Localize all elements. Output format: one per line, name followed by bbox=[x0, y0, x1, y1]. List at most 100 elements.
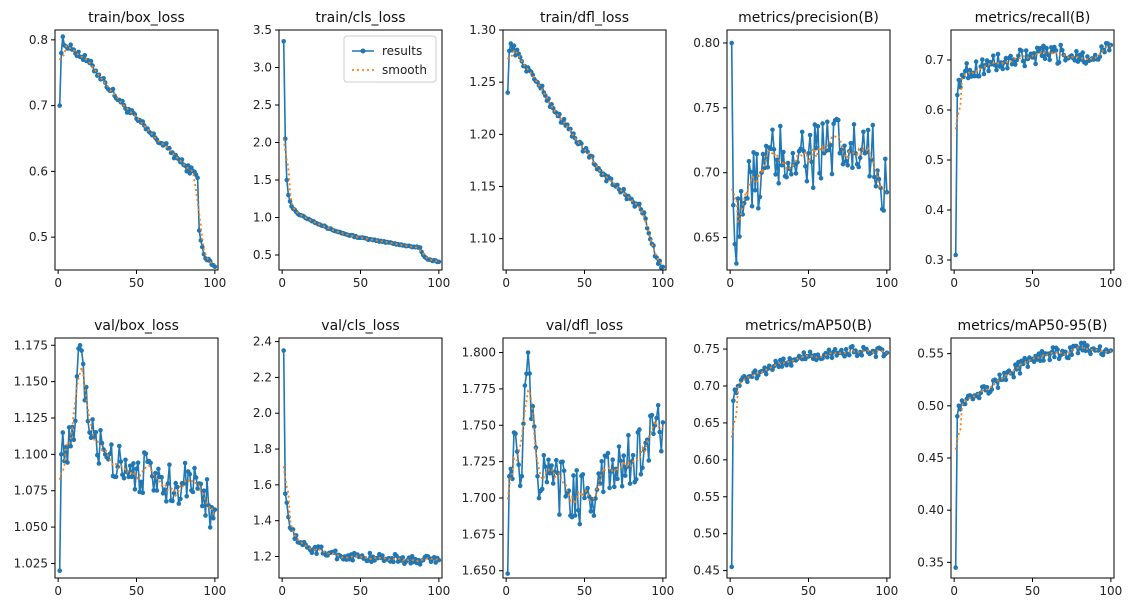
y-tick-label: 0.75 bbox=[693, 101, 720, 115]
y-tick-label: 1.4 bbox=[253, 514, 272, 528]
results-point bbox=[519, 473, 525, 479]
results-point bbox=[1052, 354, 1057, 360]
results-point bbox=[508, 41, 514, 46]
results-point bbox=[200, 503, 205, 509]
legend-results-marker bbox=[360, 48, 366, 54]
results-point bbox=[1044, 45, 1049, 51]
results-point bbox=[129, 474, 135, 480]
results-point bbox=[789, 363, 794, 368]
results-point bbox=[829, 171, 835, 177]
x-tick-label: 0 bbox=[278, 276, 286, 290]
results-point bbox=[65, 460, 70, 465]
results-point bbox=[209, 505, 214, 510]
smooth-line bbox=[282, 138, 439, 263]
y-tick-label: 0.7 bbox=[925, 53, 944, 67]
results-point bbox=[1023, 357, 1029, 363]
y-tick-label: 1.8 bbox=[253, 442, 272, 456]
results-point bbox=[109, 442, 114, 447]
y-tick-label: 0.5 bbox=[253, 248, 272, 262]
y-tick-label: 0.70 bbox=[693, 166, 720, 180]
y-tick-label: 0.5 bbox=[925, 153, 944, 167]
results-point bbox=[309, 550, 315, 556]
results-point bbox=[627, 481, 633, 486]
y-tick-label: 0.7 bbox=[29, 99, 48, 113]
results-point bbox=[207, 525, 213, 530]
results-point bbox=[1041, 358, 1046, 363]
subplot-title: metrics/mAP50-95(B) bbox=[958, 318, 1108, 334]
y-tick-label: 0.55 bbox=[917, 347, 944, 361]
results-point bbox=[535, 473, 540, 479]
results-point bbox=[876, 176, 882, 182]
results-point bbox=[187, 471, 193, 477]
results-point bbox=[93, 430, 99, 435]
y-tick-label: 0.40 bbox=[917, 503, 944, 517]
results-point bbox=[170, 498, 175, 504]
results-point bbox=[845, 163, 850, 168]
y-tick-label: 1.675 bbox=[462, 527, 496, 541]
results-point bbox=[807, 349, 813, 355]
y-tick-label: 0.5 bbox=[29, 230, 48, 244]
subplot-4: metrics/precision(B) 0 50 100 0.65 0.70 0.75 0.… bbox=[693, 10, 898, 290]
results-point bbox=[505, 90, 511, 95]
results-point bbox=[749, 204, 755, 209]
results-point bbox=[588, 509, 594, 514]
results-point bbox=[781, 149, 786, 155]
results-point bbox=[867, 173, 872, 179]
results-point bbox=[756, 206, 761, 211]
y-tick-label: 0.65 bbox=[693, 231, 720, 245]
results-point bbox=[162, 487, 167, 493]
results-point bbox=[615, 182, 620, 188]
y-tick-label: 1.050 bbox=[14, 520, 48, 534]
results-point bbox=[840, 161, 846, 167]
y-tick-label: 2.2 bbox=[253, 370, 272, 384]
results-point bbox=[1020, 361, 1026, 367]
subplot-title: metrics/recall(B) bbox=[975, 10, 1091, 26]
y-tick-label: 2.0 bbox=[253, 406, 272, 420]
results-point bbox=[649, 412, 655, 418]
results-point bbox=[790, 150, 796, 156]
results-point bbox=[134, 466, 139, 472]
results-point bbox=[550, 481, 556, 486]
results-point bbox=[1088, 351, 1093, 357]
results-point bbox=[832, 347, 838, 352]
results-point bbox=[391, 559, 396, 565]
results-point bbox=[731, 202, 736, 208]
results-point bbox=[825, 119, 830, 125]
results-point bbox=[132, 487, 138, 492]
results-point bbox=[539, 83, 545, 89]
results-point bbox=[745, 379, 750, 385]
results-point bbox=[978, 64, 984, 69]
results-point bbox=[334, 556, 340, 562]
results-point bbox=[799, 356, 805, 362]
y-tick-label: 1.0 bbox=[253, 211, 272, 225]
results-point bbox=[640, 465, 645, 471]
y-tick-label: 1.25 bbox=[469, 75, 496, 89]
results-point bbox=[527, 371, 532, 376]
plot-frame bbox=[950, 337, 1115, 579]
results-point bbox=[148, 460, 153, 466]
results-point bbox=[654, 415, 659, 421]
results-point bbox=[748, 169, 753, 175]
results-point bbox=[68, 443, 73, 449]
x-tick-label: 100 bbox=[651, 584, 674, 598]
results-point bbox=[591, 513, 597, 518]
subplot-title: train/box_loss bbox=[88, 10, 185, 26]
y-tick-label: 1.2 bbox=[253, 550, 272, 564]
results-point bbox=[69, 424, 75, 430]
y-tick-label: 0.60 bbox=[693, 453, 720, 467]
results-point bbox=[850, 344, 855, 349]
results-point bbox=[167, 145, 172, 151]
results-point bbox=[784, 174, 789, 180]
results-point bbox=[659, 448, 664, 454]
y-tick-label: 0.35 bbox=[917, 555, 944, 569]
results-point bbox=[997, 64, 1002, 69]
results-point bbox=[601, 489, 606, 495]
results-point bbox=[829, 355, 835, 361]
x-tick-label: 50 bbox=[577, 584, 592, 598]
results-point bbox=[995, 51, 1001, 57]
y-tick-label: 0.55 bbox=[693, 490, 720, 504]
results-point bbox=[828, 142, 833, 148]
results-point bbox=[745, 196, 750, 201]
results-point bbox=[610, 457, 615, 463]
results-point bbox=[1074, 49, 1079, 54]
